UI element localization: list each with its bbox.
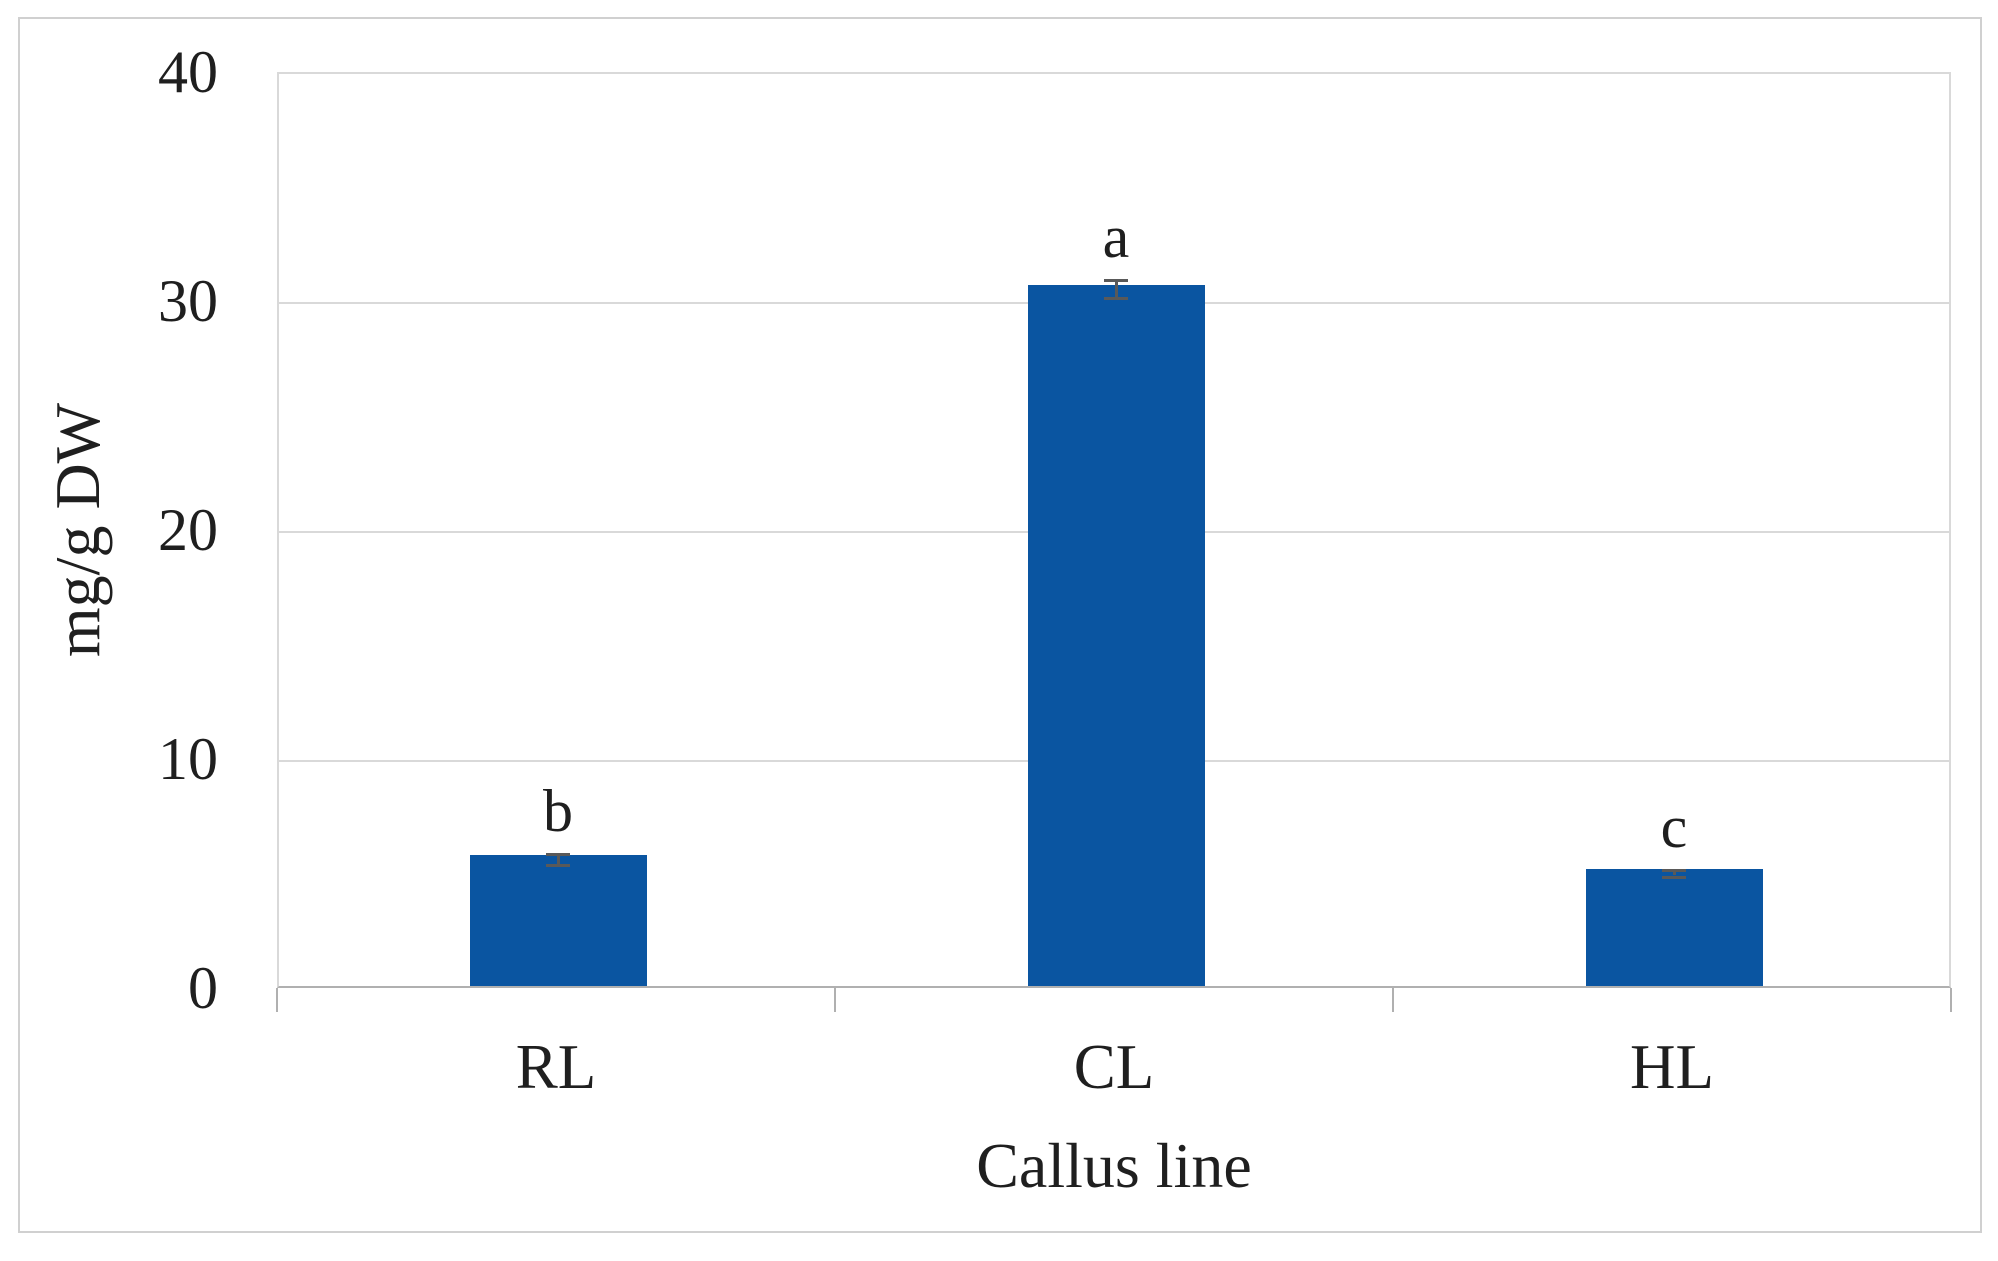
y-tick-label-40: 40 <box>158 39 218 105</box>
error-cap-HL-bottom <box>1662 875 1686 879</box>
x-tick-mark-0 <box>276 988 278 1012</box>
bar-CL <box>1027 285 1205 986</box>
y-tick-label-20: 20 <box>158 497 218 563</box>
error-bar-RL <box>556 854 560 865</box>
error-cap-RL-top <box>546 852 570 856</box>
x-tick-mark-1 <box>834 988 836 1012</box>
x-tick-mark-2 <box>1392 988 1394 1012</box>
bar-RL <box>469 855 647 986</box>
significance-letter-RL: b <box>543 777 573 844</box>
bar-HL <box>1585 869 1763 986</box>
significance-letter-CL: a <box>1102 204 1130 271</box>
error-cap-HL-top <box>1662 868 1686 872</box>
error-cap-CL-top <box>1104 279 1128 283</box>
error-bar-HL <box>1672 870 1676 876</box>
y-tick-label-10: 10 <box>158 726 218 792</box>
x-tick-mark-3 <box>1950 988 1952 1012</box>
x-category-label-CL: CL <box>1073 1032 1155 1102</box>
x-category-label-HL: HL <box>1630 1032 1714 1102</box>
error-bar-CL <box>1114 281 1118 298</box>
error-cap-RL-bottom <box>546 864 570 868</box>
plot-area: b a c <box>277 72 1951 988</box>
y-tick-label-30: 30 <box>158 268 218 334</box>
error-cap-CL-bottom <box>1104 297 1128 301</box>
y-tick-label-0: 0 <box>188 955 218 1021</box>
x-category-label-RL: RL <box>515 1032 597 1102</box>
x-axis-title: Callus line <box>976 1130 1252 1201</box>
significance-letter-HL: c <box>1660 793 1688 860</box>
